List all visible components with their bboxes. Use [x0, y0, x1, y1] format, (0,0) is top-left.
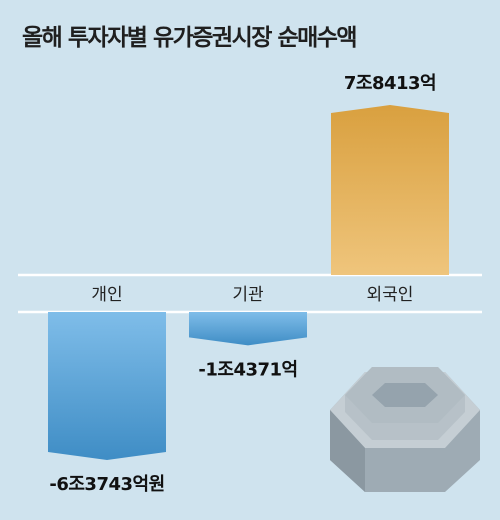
data-label: 7조8413억	[344, 73, 436, 94]
data-label: -1조4371억	[198, 359, 297, 380]
data-label: -6조3743억원	[49, 474, 164, 495]
bar-기관	[189, 312, 307, 346]
bar-외국인	[331, 105, 449, 275]
category-label: 외국인	[367, 285, 414, 305]
stacked-coin-illustration	[330, 367, 480, 492]
category-label: 개인	[91, 285, 122, 305]
chart-title: 올해 투자자별 유가증권시장 순매수액	[22, 25, 358, 51]
category-label: 기관	[232, 285, 263, 305]
bar-개인	[48, 312, 166, 460]
